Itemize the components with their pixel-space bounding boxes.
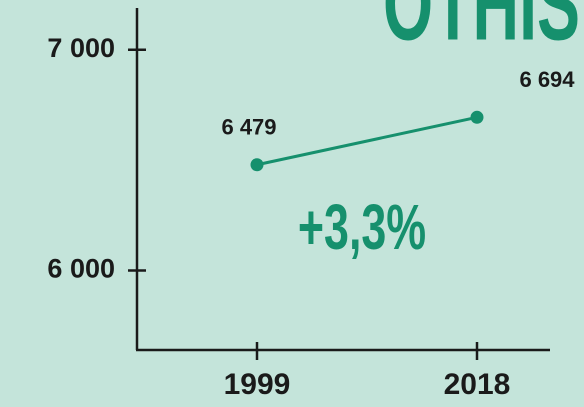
value-label: 6 694 [519,67,575,92]
x-tick-label: 1999 [224,368,291,401]
point [250,158,264,172]
point [470,110,484,124]
chart-title: OTHIS [383,0,580,62]
x-tick-label: 2018 [444,368,511,401]
y-tick-label: 6 000 [47,254,115,284]
y-tick-label: 7 000 [47,33,115,63]
value-label: 6 479 [221,115,276,140]
line [256,115,478,167]
annotation: +3,3% [298,191,426,263]
